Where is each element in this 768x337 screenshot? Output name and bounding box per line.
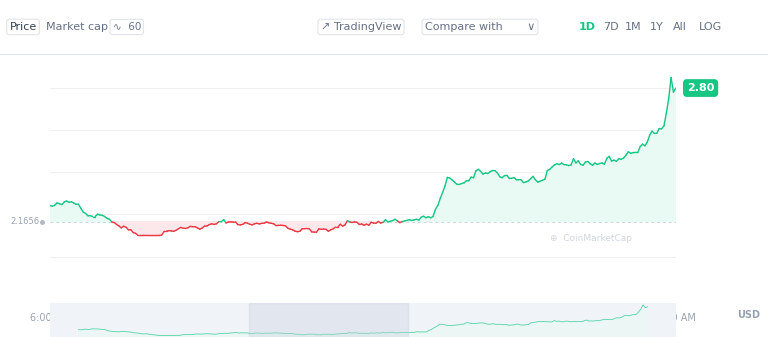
- Text: ↗ TradingView: ↗ TradingView: [321, 22, 401, 32]
- Text: Compare with       ∨: Compare with ∨: [425, 22, 535, 32]
- Text: 1M: 1M: [625, 22, 642, 32]
- Text: Price: Price: [9, 22, 37, 32]
- Text: 7D: 7D: [603, 22, 618, 32]
- Bar: [249, 303, 409, 337]
- Text: 1Y: 1Y: [650, 22, 664, 32]
- Text: ⊕  CoinMarketCap: ⊕ CoinMarketCap: [550, 234, 632, 243]
- Text: USD: USD: [737, 310, 760, 320]
- Text: 2.80: 2.80: [687, 83, 714, 93]
- Text: Market cap: Market cap: [46, 22, 108, 32]
- Text: LOG: LOG: [699, 22, 722, 32]
- Text: 1D: 1D: [579, 22, 596, 32]
- Text: 2.1656: 2.1656: [11, 217, 40, 226]
- Text: All: All: [673, 22, 687, 32]
- Text: ∿  60: ∿ 60: [113, 22, 141, 32]
